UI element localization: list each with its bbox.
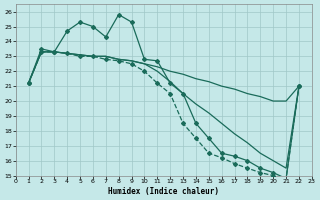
X-axis label: Humidex (Indice chaleur): Humidex (Indice chaleur) — [108, 187, 219, 196]
